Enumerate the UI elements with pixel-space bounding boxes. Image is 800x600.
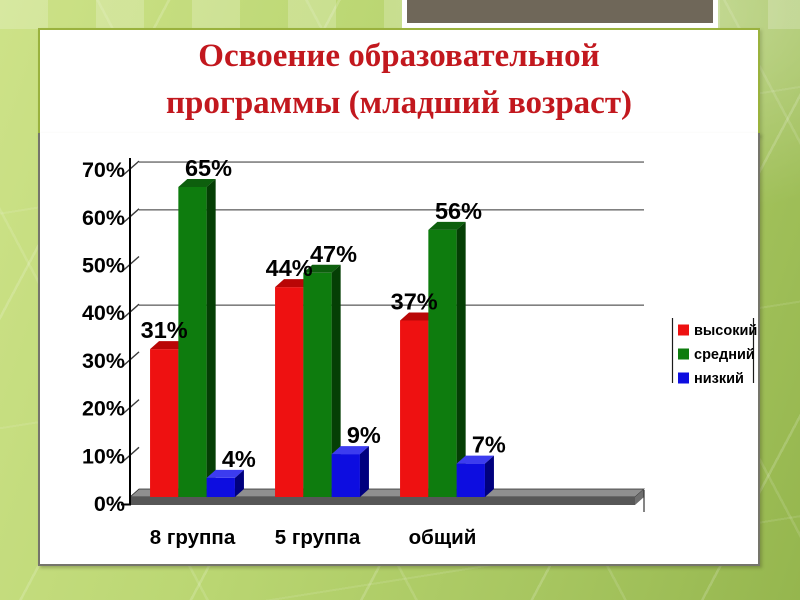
- bar-s2-c2: [456, 463, 485, 497]
- top-tab-decoration: [402, 0, 718, 28]
- bar-group-0: [150, 178, 244, 497]
- y-tick-label: 20%: [82, 397, 125, 421]
- y-tick-label: 50%: [82, 254, 125, 278]
- bar-group-2: [400, 221, 494, 497]
- chart-floor: [128, 488, 646, 512]
- bar-side-s1-c0: [206, 178, 216, 497]
- bar-s2-c0: [206, 477, 235, 497]
- floor-front: [130, 497, 635, 505]
- y-tick-label: 30%: [82, 349, 125, 373]
- legend: высокий средний низкий: [671, 318, 757, 387]
- legend-item-2: низкий: [678, 371, 744, 387]
- y-tick-label: 40%: [82, 301, 125, 325]
- bars: [150, 178, 494, 497]
- title-box: Освоение образовательной программы (млад…: [38, 28, 760, 136]
- bar-s2-c1: [331, 454, 360, 497]
- bar-top-s1-c0: [178, 178, 216, 187]
- y-tick-label: 60%: [82, 206, 125, 230]
- bar-side-s1-c2: [456, 221, 466, 497]
- legend-label: высокий: [694, 323, 757, 339]
- category-label: общий: [409, 526, 477, 549]
- legend-item-1: средний: [678, 347, 755, 363]
- data-label: 65%: [185, 155, 232, 181]
- slide-title-line1: Освоение образовательной: [198, 38, 600, 74]
- bar-s1-c1: [303, 272, 332, 497]
- bar-top-s0-c0: [150, 341, 188, 350]
- bar-side-s1-c1: [331, 264, 341, 497]
- legend-swatch: [678, 348, 689, 360]
- data-label: 44%: [266, 255, 313, 281]
- bar-s0-c2: [400, 320, 429, 497]
- legend-label: средний: [694, 347, 755, 363]
- bar-top-s1-c2: [428, 221, 466, 230]
- legend-item-0: высокий: [678, 323, 757, 339]
- bar-top-s0-c1: [275, 279, 313, 288]
- legend-swatch: [678, 324, 689, 336]
- bar-side-s2-c0: [234, 469, 244, 497]
- bar-group-1: [275, 264, 369, 497]
- data-label: 37%: [391, 289, 438, 315]
- bar-s0-c0: [150, 349, 179, 497]
- bar-top-s2-c2: [456, 455, 494, 464]
- bar-side-s2-c2: [484, 455, 494, 497]
- bar-s0-c1: [275, 287, 304, 497]
- legend-label: низкий: [694, 371, 744, 387]
- bar-side-s2-c1: [359, 446, 369, 497]
- y-tick-label: 70%: [82, 158, 125, 182]
- bar-top-s2-c0: [206, 469, 244, 478]
- category-label: 5 группа: [275, 526, 361, 549]
- bar-top-s0-c2: [400, 312, 438, 321]
- bar-top-s2-c1: [331, 446, 369, 455]
- gridlines: [139, 161, 644, 306]
- chart-container: 31% 65% 4% 44% 47% 9% 37% 56% 7% 8 группа 5 группа…: [38, 133, 760, 566]
- bar-chart: 31% 65% 4% 44%47% 9% 37% 56% 7% 8 группа 5 группа…: [82, 155, 757, 549]
- bar-s1-c0: [178, 186, 207, 497]
- data-label: 7%: [472, 432, 506, 458]
- bar-s1-c2: [428, 229, 457, 497]
- y-axis-labels: 0% 10% 20% 30% 40% 50% 60% 70%: [82, 158, 125, 516]
- category-labels: 8 группа 5 группа общий: [150, 526, 477, 549]
- floor-side: [635, 489, 644, 505]
- slide-title-line2: программы (младший возраст): [165, 85, 633, 121]
- category-label: 8 группа: [150, 526, 236, 549]
- legend-swatch: [678, 372, 689, 384]
- data-label: 56%: [435, 198, 482, 224]
- bar-top-s1-c1: [303, 264, 341, 273]
- data-label: 31%: [141, 317, 188, 343]
- data-label: 9%: [347, 422, 381, 448]
- y-tick-label: 0%: [94, 492, 125, 516]
- data-labels: 31% 65% 4% 44%47% 9% 37% 56% 7%: [141, 155, 506, 472]
- data-label: 47%: [310, 241, 357, 267]
- data-label: 4%: [222, 446, 256, 472]
- y-tick-label: 10%: [82, 444, 125, 468]
